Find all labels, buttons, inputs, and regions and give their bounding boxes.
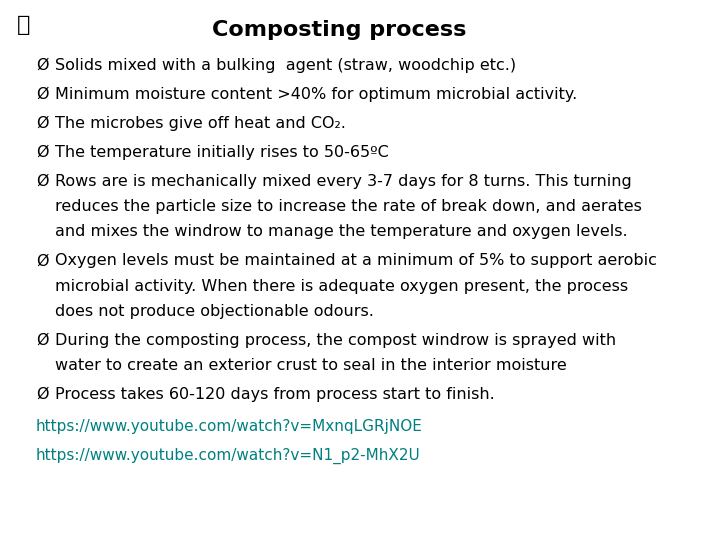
Text: Ø: Ø <box>36 387 48 402</box>
Text: Ø: Ø <box>36 116 48 131</box>
Text: microbial activity. When there is adequate oxygen present, the process: microbial activity. When there is adequa… <box>55 279 628 294</box>
Text: Ø: Ø <box>36 333 48 348</box>
Text: water to create an exterior crust to seal in the interior moisture: water to create an exterior crust to sea… <box>55 358 567 373</box>
Text: Solids mixed with a bulking  agent (straw, woodchip etc.): Solids mixed with a bulking agent (straw… <box>55 58 516 73</box>
Text: https://www.youtube.com/watch?v=N1_p2-MhX2U: https://www.youtube.com/watch?v=N1_p2-Mh… <box>36 448 420 464</box>
Text: https://www.youtube.com/watch?v=MxnqLGRjNOE: https://www.youtube.com/watch?v=MxnqLGRj… <box>36 419 423 434</box>
Text: Ø: Ø <box>36 58 48 73</box>
Text: Ø: Ø <box>36 174 48 189</box>
Text: Oxygen levels must be maintained at a minimum of 5% to support aerobic: Oxygen levels must be maintained at a mi… <box>55 253 657 268</box>
Text: Process takes 60-120 days from process start to finish.: Process takes 60-120 days from process s… <box>55 387 495 402</box>
Text: During the composting process, the compost windrow is sprayed with: During the composting process, the compo… <box>55 333 616 348</box>
Text: Rows are is mechanically mixed every 3-7 days for 8 turns. This turning: Rows are is mechanically mixed every 3-7… <box>55 174 631 189</box>
Text: Ø: Ø <box>36 253 48 268</box>
Text: The temperature initially rises to 50-65ºC: The temperature initially rises to 50-65… <box>55 145 388 160</box>
Text: Ø: Ø <box>36 145 48 160</box>
Text: does not produce objectionable odours.: does not produce objectionable odours. <box>55 304 374 319</box>
Text: Ø: Ø <box>36 87 48 102</box>
Text: reduces the particle size to increase the rate of break down, and aerates: reduces the particle size to increase th… <box>55 199 642 214</box>
Text: Minimum moisture content >40% for optimum microbial activity.: Minimum moisture content >40% for optimu… <box>55 87 577 102</box>
Text: and mixes the windrow to manage the temperature and oxygen levels.: and mixes the windrow to manage the temp… <box>55 224 627 239</box>
Text: Composting process: Composting process <box>212 20 467 40</box>
Text: The microbes give off heat and CO₂.: The microbes give off heat and CO₂. <box>55 116 346 131</box>
Text: 🌿: 🌿 <box>17 15 30 35</box>
